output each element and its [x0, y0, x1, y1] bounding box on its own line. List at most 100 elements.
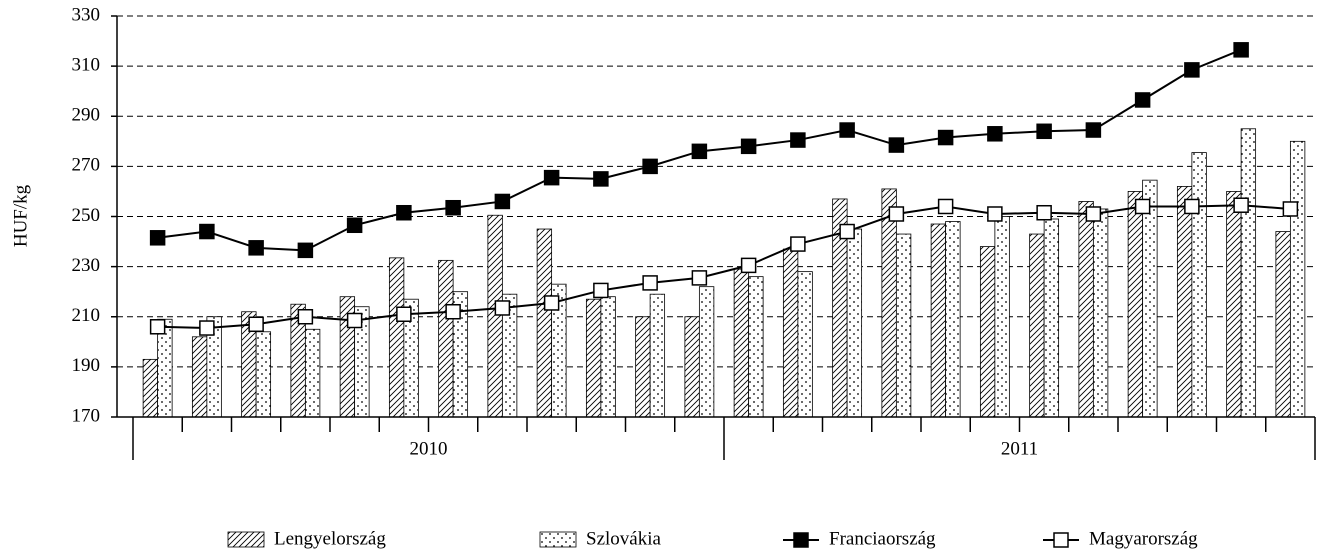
marker [396, 204, 412, 221]
marker [790, 236, 806, 252]
marker [1282, 201, 1299, 217]
marker [888, 137, 905, 153]
bar [487, 214, 503, 418]
marker [248, 240, 264, 256]
marker [888, 206, 905, 222]
bar [536, 228, 553, 418]
bar [191, 336, 208, 418]
bar [895, 233, 912, 418]
bar [733, 268, 750, 418]
marker [790, 132, 806, 148]
bar [782, 248, 799, 418]
marker [199, 320, 215, 336]
marker [149, 230, 166, 246]
marker [1134, 92, 1151, 108]
bar [1275, 231, 1291, 418]
y-tick-label: 330 [72, 4, 101, 25]
bar [1127, 191, 1144, 418]
legend-swatch [227, 531, 265, 548]
legend-swatch [539, 531, 577, 548]
bar [698, 286, 715, 418]
bar [881, 188, 897, 418]
marker [1184, 62, 1200, 78]
group-label: 2011 [1001, 438, 1038, 459]
marker [346, 217, 363, 234]
marker [1233, 197, 1249, 213]
bar [1226, 191, 1242, 418]
y-tick-label: 230 [72, 255, 101, 276]
line [157, 204, 1291, 330]
marker [839, 223, 855, 240]
bar [797, 271, 813, 418]
legend-label: Franciaország [829, 528, 936, 549]
marker [1085, 206, 1102, 222]
marker [1134, 198, 1151, 215]
group-label: 2010 [410, 438, 448, 459]
y-tick-label: 210 [72, 305, 101, 326]
legend-label: Szlovákia [586, 528, 661, 549]
bar [979, 246, 996, 418]
marker [987, 126, 1003, 142]
marker [297, 309, 314, 325]
y-tick-label: 290 [72, 105, 101, 126]
marker [346, 312, 363, 329]
bar [1092, 208, 1109, 418]
bar [585, 298, 602, 418]
marker [1233, 42, 1249, 58]
y-tick-label: 310 [72, 54, 101, 75]
bar [1029, 233, 1045, 418]
bar [930, 223, 947, 418]
bar [1240, 128, 1257, 418]
marker [593, 171, 609, 187]
marker [445, 199, 461, 216]
marker [396, 306, 412, 322]
marker [543, 295, 560, 311]
bar [748, 276, 764, 418]
bar [1078, 201, 1094, 418]
bar [945, 221, 961, 418]
legend-label: Magyarország [1089, 528, 1198, 549]
y-tick-label: 270 [72, 155, 101, 176]
y-tick-label: 190 [72, 355, 101, 376]
bar [1176, 186, 1193, 418]
bar [600, 296, 616, 418]
marker [1085, 122, 1102, 138]
marker [149, 319, 166, 335]
bar [142, 358, 159, 418]
marker [987, 206, 1003, 222]
legend-label: Lengyelország [274, 528, 386, 549]
marker [199, 223, 215, 240]
marker [248, 316, 264, 333]
marker [937, 198, 954, 215]
marker [642, 275, 658, 291]
bar [684, 316, 700, 418]
bar [255, 331, 272, 418]
marker [445, 303, 461, 320]
marker [1036, 204, 1052, 221]
bar [635, 316, 651, 418]
bar [388, 257, 405, 418]
marker [691, 270, 708, 286]
bar [1191, 152, 1207, 418]
marker [593, 282, 609, 299]
marker [937, 129, 954, 146]
bar [1043, 218, 1060, 418]
bar [994, 216, 1010, 418]
marker [642, 158, 658, 175]
marker [1184, 198, 1200, 215]
marker [297, 242, 314, 259]
y-tick-label: 250 [72, 205, 101, 226]
bar [304, 328, 321, 418]
bar [1142, 179, 1158, 418]
marker [494, 300, 511, 316]
y-tick-label: 170 [72, 405, 101, 426]
marker [494, 193, 511, 210]
legend-marker [793, 532, 809, 548]
marker [839, 122, 855, 138]
bar [1289, 140, 1306, 418]
y-axis-label: HUF/kg [10, 184, 31, 247]
bar [438, 259, 454, 418]
marker [543, 169, 560, 186]
marker [740, 257, 757, 274]
